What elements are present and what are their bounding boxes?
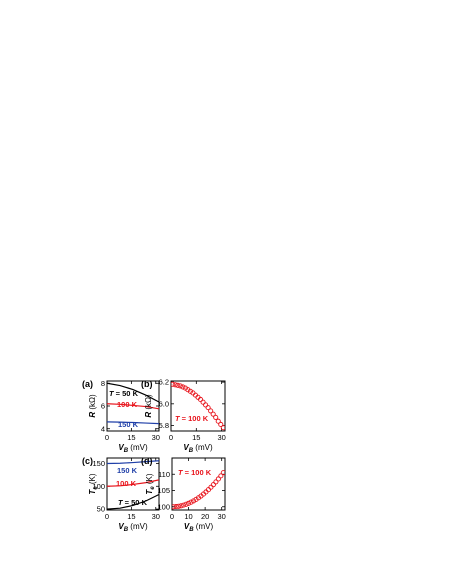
plot-frame xyxy=(171,457,226,511)
data-point xyxy=(183,501,189,507)
y-tick-label: 150 xyxy=(92,459,105,468)
data-point xyxy=(186,500,192,506)
x-tick-label: 30 xyxy=(218,512,226,521)
data-point xyxy=(180,384,186,390)
data-area xyxy=(107,382,159,425)
data-point xyxy=(203,402,209,408)
series-line xyxy=(107,421,159,425)
data-area xyxy=(107,460,159,510)
y-tick-label: 8 xyxy=(101,379,105,388)
data-point xyxy=(213,414,219,420)
data-point xyxy=(220,470,225,476)
panel-c: (c) 0 15 30 50 100 150 VB (mV) Te (K) 150 K 100 K T… xyxy=(82,456,160,533)
data-point xyxy=(200,399,206,405)
data-area xyxy=(172,470,225,510)
x-tick-label: 15 xyxy=(127,433,135,442)
series-annotation: 100 K xyxy=(117,400,138,409)
series-annotation: T = 100 K xyxy=(178,468,212,477)
x-axis-label: VB (mV) xyxy=(118,443,148,454)
x-axis-label: VB (mV) xyxy=(184,522,214,533)
y-tick-label: 4 xyxy=(101,424,105,433)
y-tick-label: 5.8 xyxy=(159,421,169,430)
data-point xyxy=(177,383,183,389)
x-tick-label: 10 xyxy=(184,512,192,521)
data-point xyxy=(172,382,178,388)
data-point xyxy=(208,484,214,490)
panel-label: (a) xyxy=(82,379,93,389)
data-point xyxy=(218,421,224,428)
y-axis-label: Te (K) xyxy=(88,473,99,494)
y-axis-label: Te (K) xyxy=(145,473,156,494)
data-point xyxy=(210,411,216,417)
y-tick-label: 50 xyxy=(97,505,105,514)
x-axis-label: VB (mV) xyxy=(183,443,213,454)
x-tick-label: 30 xyxy=(217,433,225,442)
x-tick-label: 30 xyxy=(152,512,160,521)
series-annotation: 150 K xyxy=(117,466,138,475)
data-point xyxy=(210,482,216,488)
data-point xyxy=(176,503,182,509)
y-tick-label: 6.2 xyxy=(159,378,169,387)
data-point xyxy=(213,479,219,485)
series-annotation: 150 K xyxy=(118,420,139,429)
panel-label: (d) xyxy=(141,456,153,466)
data-point xyxy=(220,425,225,431)
data-point xyxy=(178,503,184,509)
y-axis-label: R (kΩ) xyxy=(88,394,97,418)
y-tick-label: 6.0 xyxy=(159,399,169,408)
series-line xyxy=(107,382,159,403)
series-line xyxy=(107,479,159,487)
x-tick-label: 0 xyxy=(105,433,109,442)
x-tick-label: 20 xyxy=(201,512,209,521)
series-annotation: T = 50 K xyxy=(118,498,148,507)
y-tick-label: 6 xyxy=(101,402,105,411)
panel-b: (b) 0 15 30 5.8 6.0 6.2 VB (mV) R (kΩ) T = 100 K xyxy=(141,378,226,454)
x-tick-label: 0 xyxy=(105,512,109,521)
y-tick-label: 105 xyxy=(157,486,170,495)
y-tick-label: 110 xyxy=(158,470,170,479)
data-point xyxy=(197,396,204,403)
data-point xyxy=(205,405,211,411)
plot-frame xyxy=(106,457,160,511)
x-tick-label: 15 xyxy=(192,433,200,442)
panel-label: (b) xyxy=(141,379,153,389)
data-point xyxy=(208,408,214,414)
data-point xyxy=(172,504,177,510)
y-tick-label: 100 xyxy=(92,482,105,491)
data-point xyxy=(181,502,187,508)
y-tick-label: 100 xyxy=(157,502,170,511)
data-area xyxy=(171,381,225,431)
x-tick-label: 0 xyxy=(169,433,173,442)
series-line xyxy=(107,460,159,465)
data-point xyxy=(175,382,181,388)
data-point xyxy=(218,473,224,479)
series-line xyxy=(107,403,159,410)
series-annotation: T = 100 K xyxy=(175,414,209,423)
panel-a: (a) 0 15 30 4 6 8 VB (mV) R (kΩ) T = 50 K 100 K 150… xyxy=(82,379,160,454)
data-point xyxy=(171,381,176,387)
data-point xyxy=(215,418,221,424)
x-tick-label: 0 xyxy=(170,512,174,521)
x-tick-label: 30 xyxy=(152,433,160,442)
data-point xyxy=(173,504,179,510)
series-annotation: T = 50 K xyxy=(109,389,139,398)
panel-label: (c) xyxy=(82,456,93,466)
data-point xyxy=(215,476,221,482)
series-annotation: 100 K xyxy=(116,479,137,488)
data-point xyxy=(190,498,197,504)
x-tick-label: 15 xyxy=(127,512,135,521)
data-point xyxy=(188,499,194,505)
x-axis-label: VB (mV) xyxy=(118,522,148,533)
y-axis-label: R (kΩ) xyxy=(144,394,153,418)
series-line xyxy=(107,493,159,510)
plot-frame xyxy=(170,380,226,432)
